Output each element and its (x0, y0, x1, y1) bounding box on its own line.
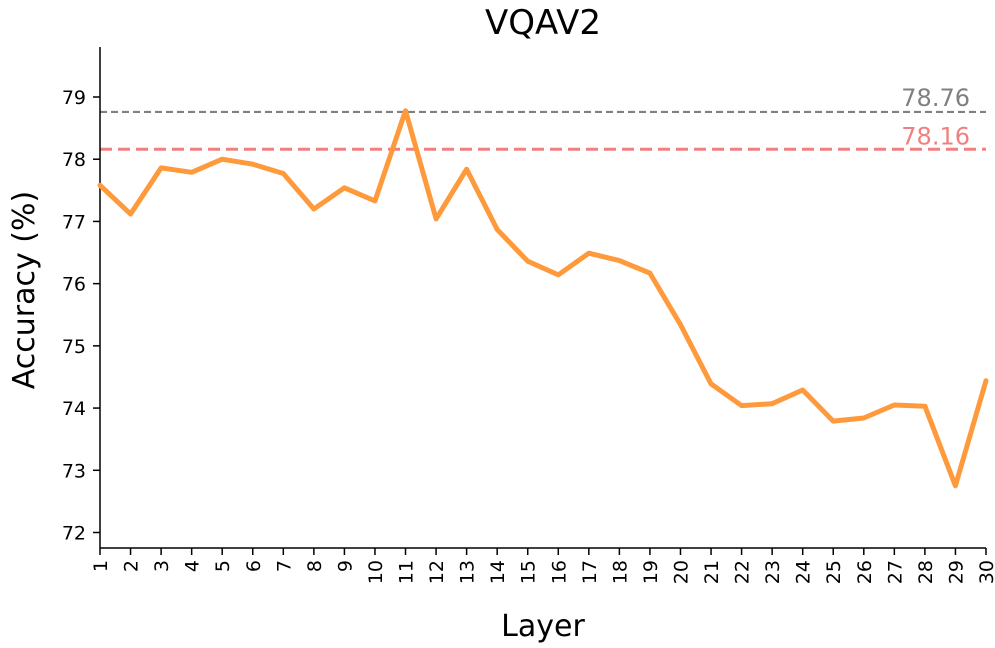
x-tick-label: 11 (396, 560, 418, 584)
x-tick-label: 26 (854, 560, 876, 584)
y-tick-label: 77 (62, 211, 86, 233)
x-tick-label: 27 (884, 560, 906, 584)
chart-title: VQAV2 (485, 3, 601, 43)
y-tick-label: 75 (62, 336, 86, 358)
x-tick-label: 9 (334, 560, 356, 572)
x-tick-label: 2 (121, 560, 143, 572)
x-tick-label: 3 (151, 560, 173, 572)
x-tick-label: 30 (976, 560, 995, 584)
x-tick-label: 17 (579, 560, 601, 584)
x-tick-label: 1 (90, 560, 112, 572)
x-tick-label: 28 (915, 560, 937, 584)
x-axis-label: Layer (501, 609, 585, 644)
y-tick-label: 73 (62, 460, 86, 482)
x-tick-label: 6 (243, 560, 265, 572)
x-tick-label: 8 (304, 560, 326, 572)
x-tick-label: 19 (640, 560, 662, 584)
series-line (97, 108, 989, 489)
x-tick-label: 10 (365, 560, 387, 584)
x-tick-label: 12 (426, 560, 448, 584)
y-tick-label: 79 (62, 87, 86, 109)
y-tick-label: 78 (62, 149, 86, 171)
x-tick-label: 4 (182, 560, 204, 572)
series-group (97, 108, 989, 489)
x-tick-label: 23 (762, 560, 784, 584)
reference-lines: 78.76 78.16 (100, 84, 986, 151)
x-tick-label: 5 (212, 560, 234, 572)
x-tick-label: 24 (793, 560, 815, 584)
x-tick-label: 7 (273, 560, 295, 572)
x-tick-label: 13 (457, 560, 479, 584)
reference-line-label: 78.76 (901, 84, 970, 112)
x-tick-label: 21 (701, 560, 723, 584)
x-tick-label: 29 (945, 560, 967, 584)
y-ticks: 72 73 74 75 76 77 78 79 (62, 87, 100, 545)
x-ticks: 1 2 3 4 5 6 7 8 9 10 11 12 13 14 15 16 17 18 19 20 21 22 23 24 2… (90, 548, 995, 584)
y-tick-label: 72 (62, 523, 86, 545)
x-tick-label: 15 (518, 560, 540, 584)
x-tick-label: 20 (670, 560, 692, 584)
y-tick-label: 76 (62, 274, 86, 296)
x-tick-label: 22 (732, 560, 754, 584)
x-tick-label: 14 (487, 560, 509, 584)
x-tick-label: 16 (548, 560, 570, 584)
y-axis-label: Accuracy (%) (7, 191, 42, 389)
y-tick-label: 74 (62, 398, 86, 420)
reference-line-label: 78.16 (901, 122, 970, 150)
x-tick-label: 18 (609, 560, 631, 584)
x-tick-label: 25 (823, 560, 845, 584)
